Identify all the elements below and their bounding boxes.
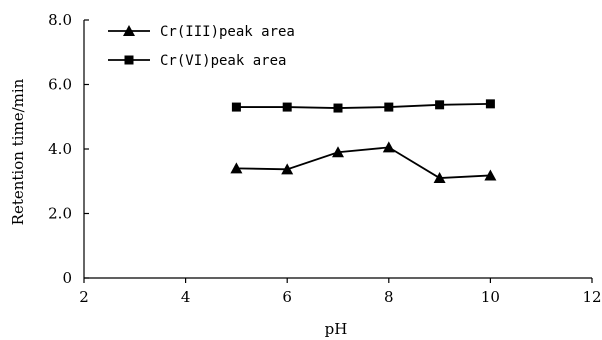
x-tick-label: 12 bbox=[582, 288, 601, 306]
x-tick-label: 10 bbox=[481, 288, 500, 306]
legend-item-cr6: Cr(VI)peak area bbox=[108, 53, 286, 69]
x-tick-label: 8 bbox=[384, 288, 394, 306]
data-point-square bbox=[435, 100, 445, 110]
y-tick-group: 0 2.0 4.0 6.0 8.0 bbox=[48, 11, 89, 287]
legend-label-cr6: Cr(VI)peak area bbox=[160, 53, 286, 69]
x-tick-group: 2 4 6 8 10 12 bbox=[79, 278, 602, 306]
x-tick-label: 4 bbox=[181, 288, 191, 306]
data-point-square bbox=[231, 102, 241, 112]
legend: Cr(III)peak area Cr(VI)peak area bbox=[108, 24, 295, 69]
data-point-triangle bbox=[382, 141, 395, 153]
data-point-square bbox=[485, 99, 495, 109]
data-point-triangle bbox=[332, 146, 344, 158]
x-tick-label: 2 bbox=[79, 288, 89, 306]
y-tick-label: 0 bbox=[62, 269, 72, 287]
x-tick-label: 6 bbox=[282, 288, 292, 306]
data-point-square bbox=[384, 102, 394, 112]
legend-triangle-marker bbox=[123, 25, 135, 36]
y-tick-label: 8.0 bbox=[48, 11, 72, 29]
data-point-square bbox=[282, 102, 292, 112]
legend-square-marker bbox=[124, 55, 134, 65]
data-point-triangle bbox=[281, 163, 294, 175]
legend-item-cr3: Cr(III)peak area bbox=[108, 24, 295, 40]
y-axis-title: Retention time∕min bbox=[9, 78, 27, 225]
data-point-square bbox=[333, 103, 343, 113]
data-point-triangle bbox=[433, 172, 446, 184]
data-point-triangle bbox=[230, 162, 243, 174]
y-tick-label: 4.0 bbox=[48, 140, 72, 158]
x-axis-title: pH bbox=[325, 320, 348, 338]
series-line-cr6 bbox=[236, 102, 491, 109]
series-line-cr3 bbox=[236, 146, 491, 179]
y-tick-label: 2.0 bbox=[48, 205, 72, 223]
y-tick-label: 6.0 bbox=[48, 76, 72, 94]
series-group bbox=[230, 99, 497, 184]
data-point-triangle bbox=[484, 169, 497, 181]
legend-label-cr3: Cr(III)peak area bbox=[160, 24, 295, 40]
